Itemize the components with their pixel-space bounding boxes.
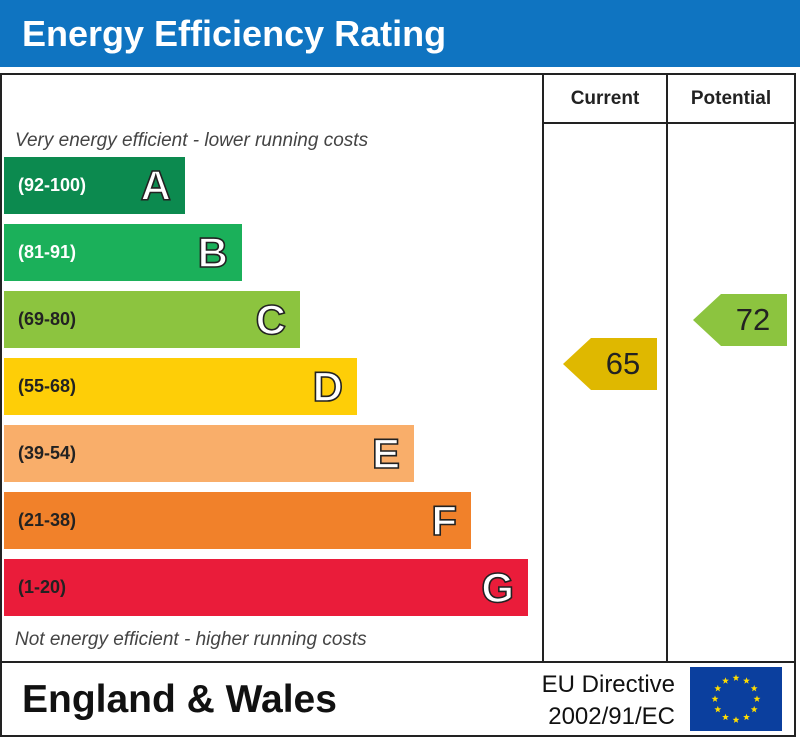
- current-rating-arrow: 65: [563, 338, 657, 390]
- band-letter: G: [481, 563, 515, 612]
- eu-star-icon: [753, 695, 761, 702]
- header-divider: [542, 122, 796, 124]
- current-rating-arrow-shape: [563, 338, 657, 390]
- eu-star-icon: [714, 705, 722, 713]
- bottom-note: Not energy efficient - higher running co…: [15, 629, 367, 650]
- eu-star-icon: [711, 695, 719, 702]
- rating-table: [0, 73, 796, 737]
- band-g: (1-20) G: [4, 559, 528, 616]
- eu-star-icon: [750, 705, 758, 713]
- band-letter: F: [431, 496, 458, 545]
- column-divider-potential: [666, 73, 668, 663]
- current-rating-value: 65: [605, 346, 641, 381]
- band-range: (21-38): [18, 510, 77, 530]
- eu-star-icon: [722, 713, 729, 721]
- directive-line-1: EU Directive: [541, 671, 675, 698]
- eu-star-icon: [714, 684, 722, 692]
- potential-column-header: Potential: [690, 88, 772, 109]
- band-range: (69-80): [18, 309, 77, 329]
- title-bar: Energy Efficiency Rating: [0, 0, 800, 67]
- band-c: (69-80) C: [4, 291, 300, 348]
- band-letter: B: [197, 228, 229, 277]
- potential-rating-arrow: 72: [693, 294, 787, 346]
- band-letter: D: [312, 362, 344, 411]
- band-letter: A: [140, 161, 172, 210]
- directive-line-2: 2002/91/EC: [548, 703, 675, 730]
- band-a: (92-100) A: [4, 157, 185, 214]
- eu-star-icon: [743, 677, 750, 684]
- band-range: (39-54): [18, 443, 77, 463]
- potential-rating-arrow-shape: [693, 294, 787, 346]
- band-d: (55-68) D: [4, 358, 357, 415]
- eu-star-icon: [732, 674, 740, 681]
- column-divider-current: [542, 73, 544, 663]
- band-letter: C: [255, 295, 287, 344]
- eu-star-icon: [722, 677, 729, 684]
- page-title: Energy Efficiency Rating: [22, 13, 447, 54]
- potential-rating-value: 72: [735, 302, 771, 337]
- band-e: (39-54) E: [4, 425, 414, 482]
- eu-star-icon: [750, 684, 758, 692]
- region-label: England & Wales: [22, 678, 337, 721]
- footer-divider: [0, 661, 796, 663]
- eu-star-icon: [743, 713, 750, 721]
- band-letter: E: [371, 429, 401, 478]
- eu-star-icon: [732, 716, 740, 723]
- band-range: (55-68): [18, 376, 77, 396]
- eu-flag-icon: [690, 667, 782, 731]
- band-f: (21-38) F: [4, 492, 471, 549]
- top-note: Very energy efficient - lower running co…: [15, 130, 369, 151]
- current-column-header: Current: [570, 88, 640, 109]
- band-range: (1-20): [18, 577, 67, 597]
- band-range: (92-100): [18, 175, 87, 195]
- band-range: (81-91): [18, 242, 77, 262]
- band-b: (81-91) B: [4, 224, 242, 281]
